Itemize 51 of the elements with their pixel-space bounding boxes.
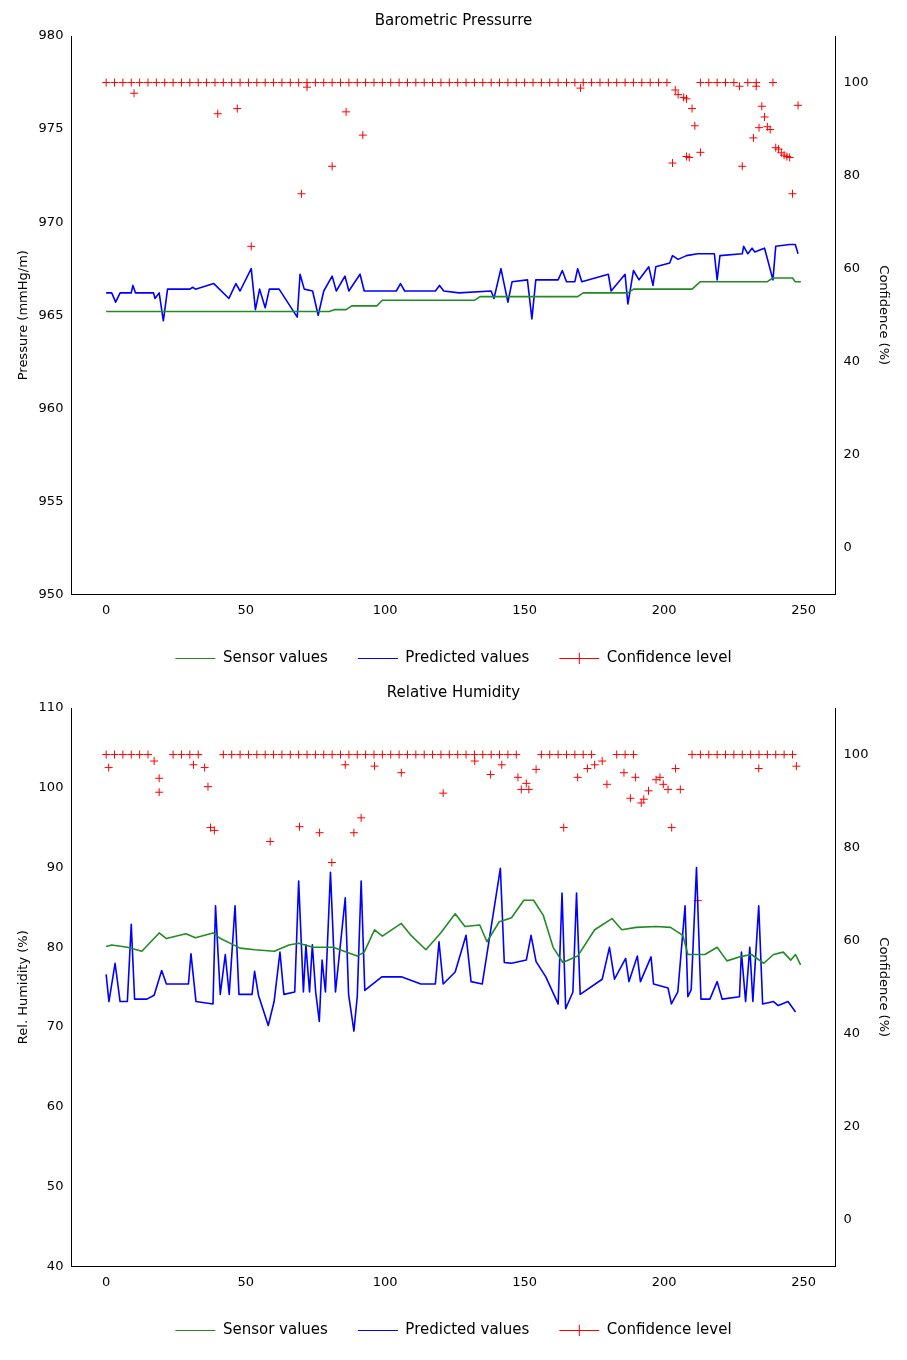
y2-tick-label: 80	[843, 166, 861, 182]
chart-title: Relative Humidity	[386, 682, 521, 701]
y2-axis-title: Confidence (%)	[876, 937, 892, 1038]
legend-label: Predicted values	[405, 1320, 530, 1339]
y2-tick-label: 80	[843, 838, 861, 854]
y2-tick-label: 20	[843, 1118, 861, 1134]
y-tick-label: 960	[38, 399, 64, 415]
x-tick-label: 150	[512, 601, 538, 617]
y2-tick-label: 40	[843, 353, 861, 369]
y-tick-label: 70	[46, 1018, 64, 1034]
x-tick-label: 200	[651, 1273, 677, 1289]
x-tick-label: 0	[102, 1273, 111, 1289]
x-tick-label: 50	[237, 601, 254, 617]
y-tick-label: 970	[38, 213, 64, 229]
y-tick-label: 40	[46, 1257, 64, 1273]
y2-tick-label: 40	[843, 1025, 861, 1041]
y2-tick-label: 60	[843, 932, 861, 948]
y-tick-label: 980	[38, 27, 64, 43]
legend-label: Confidence level	[606, 1320, 732, 1339]
y-tick-label: 965	[38, 306, 64, 322]
y-tick-label: 80	[46, 938, 64, 954]
chart-title: Barometric Pressurre	[374, 10, 533, 29]
x-tick-label: 200	[651, 601, 677, 617]
x-tick-label: 250	[791, 1273, 817, 1289]
y-axis-title: Pressure (mmHg/m)	[15, 250, 31, 381]
y-tick-label: 90	[46, 858, 64, 874]
y-tick-label: 975	[38, 120, 64, 136]
y2-tick-label: 100	[843, 73, 869, 89]
legend-label: Predicted values	[405, 648, 530, 667]
y2-tick-label: 0	[843, 1211, 852, 1227]
y2-tick-label: 20	[843, 446, 861, 462]
y-tick-label: 50	[46, 1178, 64, 1193]
x-tick-label: 50	[237, 1273, 254, 1289]
y2-tick-label: 60	[843, 260, 861, 276]
x-tick-label: 100	[372, 601, 398, 617]
x-tick-label: 0	[102, 601, 111, 617]
legend-label: Sensor values	[222, 1320, 329, 1339]
y-tick-label: 60	[46, 1098, 64, 1114]
y-tick-label: 955	[38, 492, 64, 508]
y-tick-label: 100	[38, 779, 64, 795]
y-axis-title: Rel. Humidity (%)	[15, 930, 31, 1045]
legend-label: Sensor values	[222, 648, 329, 667]
y2-tick-label: 0	[843, 539, 852, 555]
y2-axis-title: Confidence (%)	[876, 265, 892, 366]
legend-label: Confidence level	[606, 648, 732, 667]
y2-tick-label: 100	[843, 745, 869, 761]
x-tick-label: 250	[791, 601, 817, 617]
y-tick-label: 110	[38, 699, 64, 715]
x-tick-label: 100	[372, 1273, 398, 1289]
x-tick-label: 150	[512, 1273, 538, 1289]
y-tick-label: 950	[38, 585, 64, 601]
